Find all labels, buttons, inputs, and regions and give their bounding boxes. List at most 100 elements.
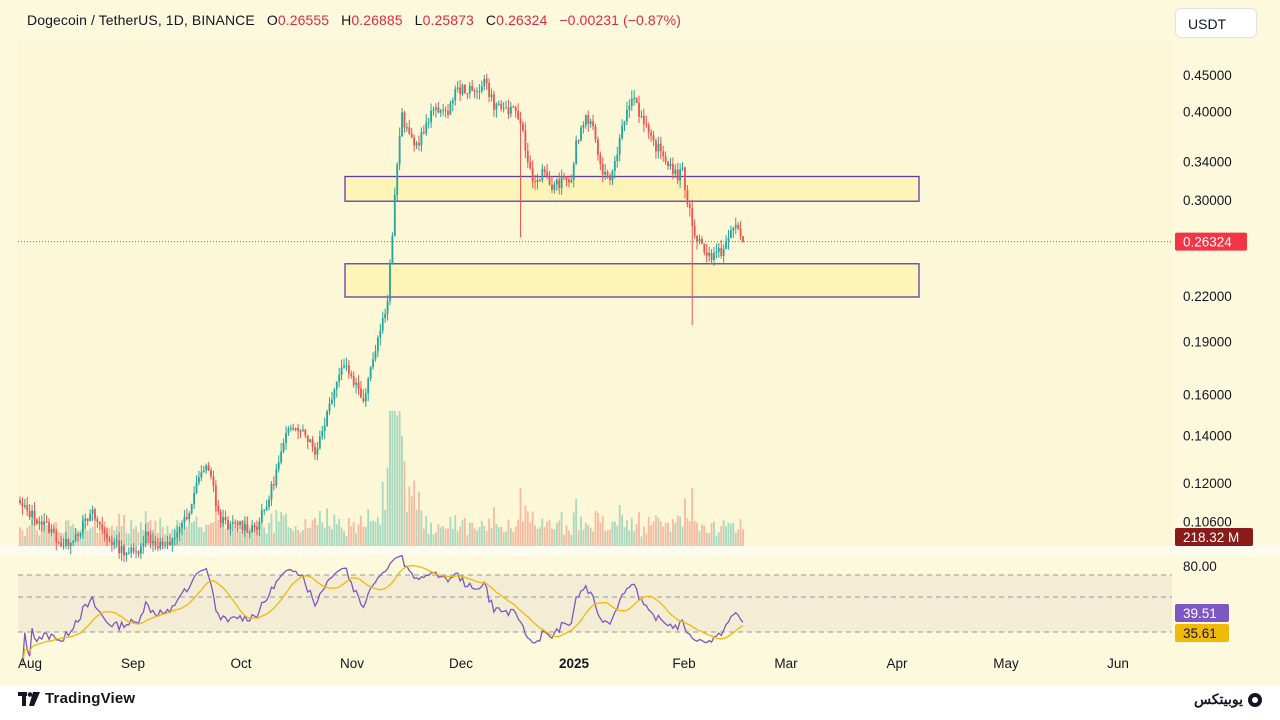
volume-bar [698, 531, 701, 546]
candle-body [106, 533, 108, 539]
volume-bar [263, 527, 266, 546]
volume-bar [384, 509, 387, 546]
candle-body [389, 263, 391, 302]
volume-bar [52, 522, 55, 546]
volume-bar [173, 527, 176, 546]
volume-bar [725, 526, 727, 546]
volume-bar [742, 529, 744, 546]
volume-bar [519, 488, 522, 546]
candle-body [202, 470, 205, 473]
candle-body [287, 428, 290, 433]
candle-body [403, 112, 406, 128]
volume-bar [732, 522, 735, 546]
volume-bar [280, 511, 283, 546]
volume-bar [655, 515, 657, 546]
candle-body [36, 519, 38, 524]
candle-body [650, 132, 653, 136]
x-tick-label: Nov [340, 656, 364, 671]
volume-bar [684, 498, 686, 546]
partner-brand: یوبیتکس [1194, 691, 1262, 708]
candle-body [74, 534, 77, 541]
candle-body [592, 121, 594, 127]
volume-bar [60, 532, 63, 546]
price-chart[interactable]: 0.45000 0.40000 0.34000 0.30000 0.22000 0.190… [0, 0, 1280, 685]
candle-body [652, 135, 655, 141]
candle-body [563, 176, 565, 178]
close-value: 0.26324 [496, 12, 548, 28]
last-price-label: 0.26324 [1183, 235, 1232, 250]
candle-body [594, 126, 597, 140]
volume-bar [626, 520, 628, 546]
volume-bar [256, 525, 258, 546]
candle-body [483, 78, 486, 87]
x-tick-label: Sep [121, 656, 145, 671]
candle-body [626, 109, 628, 122]
volume-bar [444, 528, 447, 546]
candle-body [684, 167, 686, 191]
rsi-value-label: 39.51 [1183, 606, 1217, 621]
candle-body [720, 248, 723, 256]
volume-bar [546, 521, 549, 546]
volume-bar [664, 522, 667, 546]
candle-body [405, 127, 408, 129]
volume-bar [659, 521, 662, 546]
candle-body [217, 506, 220, 512]
volume-bar [275, 509, 278, 546]
candle-body [176, 532, 179, 538]
candle-body [335, 381, 338, 390]
candle-body [272, 484, 275, 486]
volume-bar [669, 531, 672, 546]
volume-bar [652, 521, 655, 546]
candle-body [331, 399, 333, 404]
candle-body [611, 171, 614, 181]
candle-body [420, 132, 423, 146]
candle-body [333, 389, 336, 400]
currency-button[interactable]: USDT [1175, 8, 1257, 38]
candle-body [444, 109, 447, 111]
candle-body [536, 179, 539, 183]
candle-body [541, 169, 544, 181]
volume-bar [422, 528, 425, 546]
footer: TradingView یوبیتکس [0, 685, 1280, 720]
chart-area[interactable]: 0.45000 0.40000 0.34000 0.30000 0.22000 0.190… [0, 0, 1280, 685]
volume-bar [205, 524, 208, 546]
volume-bar [48, 522, 50, 546]
volume-bar [437, 524, 440, 546]
candle-body [630, 98, 633, 106]
volume-bar [396, 415, 399, 546]
volume-bar [340, 527, 343, 546]
candle-body [263, 509, 266, 511]
candle-body [425, 122, 428, 134]
candle-body [729, 230, 732, 238]
candle-body [33, 510, 36, 520]
candle-body [299, 430, 302, 432]
volume-bar [681, 526, 684, 546]
candle-body [645, 123, 648, 126]
volume-bar [222, 521, 225, 546]
volume-bar [589, 527, 592, 546]
price-tick-label: 0.14000 [1183, 429, 1232, 444]
volume-bar [490, 528, 493, 546]
volume-bar [193, 521, 196, 546]
candle-body [742, 236, 744, 242]
candle-body [304, 429, 307, 436]
volume-bar [500, 526, 503, 546]
candle-body [558, 179, 561, 189]
tradingview-logo[interactable]: TradingView [18, 690, 135, 707]
candle-body [45, 521, 48, 523]
last-price-badge [1175, 232, 1247, 251]
candle-body [688, 204, 691, 209]
volume-bar [333, 514, 336, 546]
symbol-legend: Dogecoin / TetherUS, 1D, BINANCE O0.2655… [27, 12, 681, 28]
candle-body [289, 428, 292, 430]
volume-bar [292, 530, 295, 546]
volume-bar [674, 522, 677, 546]
candle-body [239, 521, 241, 525]
volume-bar [120, 526, 123, 546]
rsi-value-badge [1175, 604, 1229, 622]
volume-bar [401, 435, 403, 546]
rsi-ma-badge [1175, 624, 1229, 642]
volume-bar [169, 532, 171, 546]
volume-bar [253, 525, 256, 546]
candle-body [642, 115, 645, 124]
